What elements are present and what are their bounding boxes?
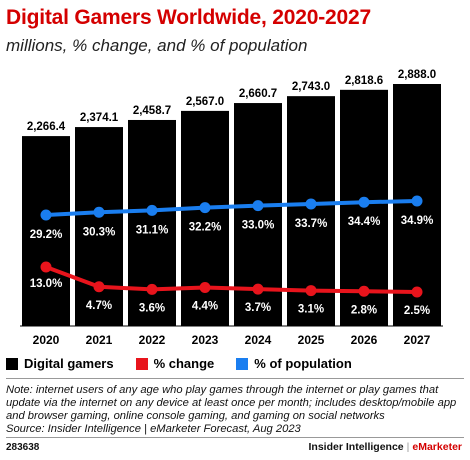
bar-label-2024: 2,660.7	[239, 88, 277, 100]
legend-item-percent-change: % change	[135, 356, 215, 371]
legend-label-percent-population: % of population	[254, 356, 352, 371]
population-point-2022	[146, 204, 158, 216]
bar-2020	[22, 136, 70, 326]
population-point-2024	[252, 200, 264, 212]
population-point-2020	[40, 209, 52, 221]
bar-2023	[181, 110, 229, 327]
change-label-2022: 3.6%	[139, 302, 165, 314]
note-text: Note: internet users of any age who play…	[6, 384, 457, 422]
bar-label-2020: 2,266.4	[27, 121, 66, 133]
brand-separator: |	[406, 441, 410, 453]
population-line	[45, 199, 418, 217]
population-label-2023: 32.2%	[189, 222, 222, 234]
change-point-2022	[146, 283, 158, 295]
population-point-2025	[305, 198, 317, 210]
bar-2021	[75, 127, 123, 326]
x-tick-2025: 2025	[298, 333, 325, 347]
chart-area: 2,266.4 2,374.1 2,458.7 2,567.0 2,660.7 2,743…	[20, 69, 443, 347]
bar-label-2021: 2,374.1	[80, 112, 119, 124]
chart-note: Note: internet users of any age who play…	[6, 384, 466, 436]
bar-label-2025: 2,743.0	[292, 81, 330, 93]
x-tick-2021: 2021	[86, 333, 113, 347]
x-tick-2020: 2020	[33, 333, 60, 347]
population-point-2021	[93, 206, 105, 218]
population-label-2021: 30.3%	[83, 226, 116, 238]
bar-2022	[128, 119, 176, 326]
change-point-2020	[40, 261, 52, 273]
bar-label-2026: 2,818.6	[345, 75, 383, 87]
change-label-2024: 3.7%	[245, 302, 271, 314]
x-tick-2023: 2023	[192, 333, 219, 347]
change-label-2020: 13.0%	[30, 278, 63, 290]
change-point-2027	[411, 286, 423, 298]
bar-label-2022: 2,458.7	[133, 105, 171, 117]
legend-item-digital-gamers: Digital gamers	[6, 356, 114, 371]
population-label-2020: 29.2%	[30, 229, 63, 241]
legend-swatch-percent-change	[135, 357, 148, 370]
change-line	[45, 265, 418, 294]
change-label-2023: 4.4%	[192, 300, 218, 312]
footer-brand: Insider Intelligence | eMarketer	[309, 441, 462, 453]
population-label-2026: 34.4%	[348, 216, 381, 228]
change-point-2025	[305, 285, 317, 297]
change-label-2027: 2.5%	[404, 305, 430, 317]
population-point-2026	[358, 196, 370, 208]
x-tick-2026: 2026	[351, 333, 378, 347]
bar-label-2027: 2,888.0	[398, 69, 436, 81]
change-point-2021	[93, 281, 105, 293]
x-tick-2027: 2027	[404, 333, 431, 347]
chart-legend: Digital gamers % change % of population	[6, 356, 374, 371]
population-point-2027	[411, 195, 423, 207]
legend-item-percent-population: % of population	[236, 356, 352, 371]
change-label-2025: 3.1%	[298, 304, 324, 316]
divider-bottom	[6, 437, 464, 438]
population-label-2025: 33.7%	[295, 218, 328, 230]
legend-label-digital-gamers: Digital gamers	[24, 356, 114, 371]
source-text: Source: Insider Intelligence | eMarketer…	[6, 423, 301, 435]
legend-swatch-digital-gamers	[6, 357, 18, 370]
chart-title: Digital Gamers Worldwide, 2020-2027	[6, 6, 371, 29]
legend-swatch-percent-population	[236, 357, 249, 370]
chart-id: 283638	[6, 442, 40, 453]
x-tick-2024: 2024	[245, 333, 272, 347]
change-label-2026: 2.8%	[351, 304, 377, 316]
bar-label-2023: 2,567.0	[186, 96, 224, 108]
population-label-2022: 31.1%	[136, 224, 169, 236]
brand-insider-intelligence: Insider Intelligence	[308, 441, 404, 453]
population-point-2023	[199, 202, 211, 214]
chart-subtitle: millions, % change, and % of population	[6, 36, 308, 55]
change-point-2023	[199, 281, 211, 293]
population-label-2027: 34.9%	[401, 215, 434, 227]
population-label-2024: 33.0%	[242, 220, 275, 232]
brand-emarketer: eMarketer	[412, 441, 462, 453]
change-point-2024	[252, 283, 264, 295]
legend-label-percent-change: % change	[153, 356, 215, 371]
change-label-2021: 4.7%	[86, 300, 112, 312]
change-point-2026	[358, 285, 370, 297]
x-tick-2022: 2022	[139, 333, 166, 347]
divider-top	[6, 378, 464, 379]
